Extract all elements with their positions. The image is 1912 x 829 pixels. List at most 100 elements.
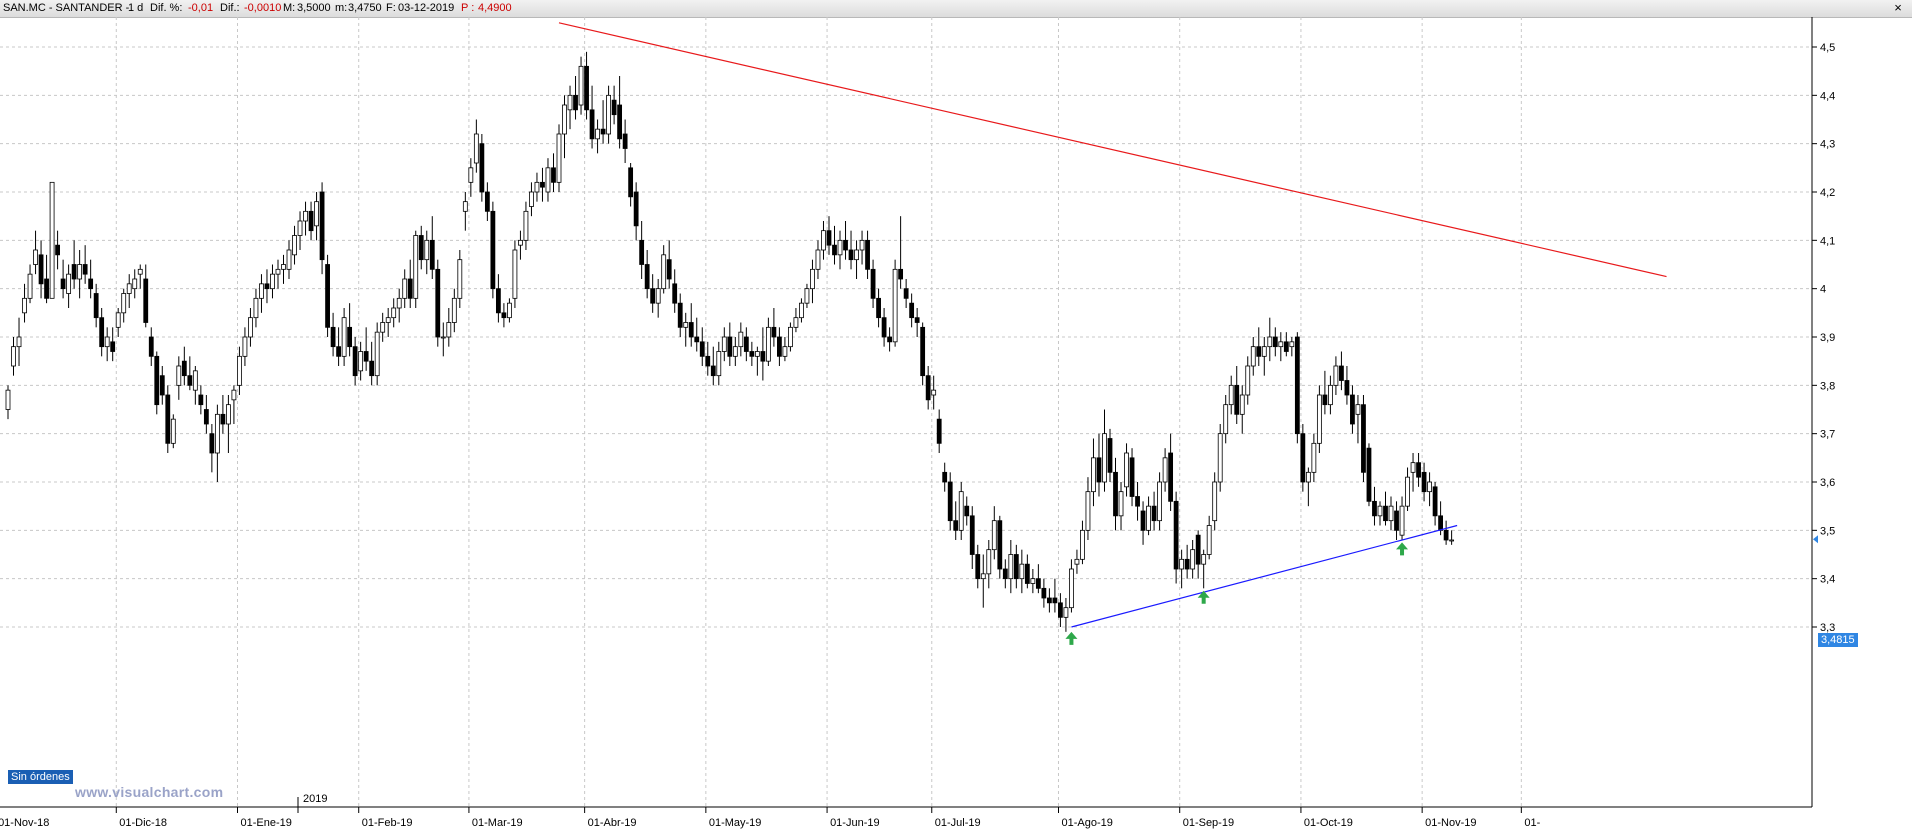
candle-body: [545, 167, 551, 193]
dif-pct-value: -0,01: [188, 2, 214, 14]
candle-body: [1162, 457, 1168, 483]
candle-body: [732, 346, 738, 357]
candle-body: [88, 278, 94, 290]
candle-body: [639, 239, 645, 265]
candle-body: [181, 360, 187, 377]
candle-body: [1333, 365, 1339, 386]
candle-body: [1107, 438, 1113, 473]
candle-body: [1096, 457, 1102, 483]
candle-body: [143, 278, 149, 323]
candle-body: [319, 191, 325, 261]
candle-body: [903, 288, 909, 299]
candle-body: [898, 268, 904, 280]
candle-body: [826, 230, 832, 246]
candle-body: [832, 244, 837, 256]
candle-body: [1140, 510, 1146, 531]
candle-body: [495, 288, 501, 314]
candle-body: [484, 191, 490, 212]
candle-body: [749, 351, 755, 357]
candle-body: [887, 336, 892, 343]
candle-body: [942, 471, 948, 483]
candle-body: [60, 278, 66, 290]
candle-body: [1289, 341, 1295, 348]
resistance-trendline: [558, 22, 1667, 278]
candle-body: [771, 326, 777, 338]
close-icon[interactable]: ×: [1894, 0, 1902, 15]
candle-body: [1449, 539, 1455, 542]
candle-body: [330, 326, 336, 348]
candle-body: [1394, 510, 1399, 531]
candle-body: [1372, 500, 1377, 517]
candle-body: [1046, 597, 1052, 604]
candle-body: [1377, 505, 1383, 517]
candle-body: [672, 283, 678, 304]
y-tick-label: 4: [1820, 284, 1826, 296]
candle-body: [1328, 384, 1333, 406]
candle-body: [986, 549, 992, 575]
candle-body: [275, 268, 281, 275]
x-tick-label: 01-Feb-19: [362, 817, 413, 829]
candle-body: [1250, 346, 1256, 367]
candle-body: [33, 249, 38, 265]
y-tick-label: 3,3: [1820, 622, 1835, 634]
candle-body: [1239, 394, 1245, 415]
candle-body: [38, 254, 44, 285]
candle-body: [1030, 578, 1036, 584]
candle-body: [551, 167, 556, 183]
candle-body: [628, 167, 634, 198]
candle-body: [385, 317, 391, 323]
candle-body: [237, 355, 242, 386]
candle-body: [159, 375, 165, 396]
candle-body: [975, 554, 981, 580]
candle-body: [1261, 346, 1267, 357]
candle-body: [925, 375, 931, 401]
candle-body: [694, 336, 700, 343]
symbol-name: SAN.MC - SANTANDER -: [3, 2, 130, 14]
candle-body: [5, 389, 11, 410]
candle-body: [473, 133, 479, 164]
candle-body: [573, 94, 578, 111]
candle-body: [490, 210, 496, 290]
candle-body: [49, 181, 55, 299]
candles: [5, 51, 1455, 632]
orders-badge[interactable]: Sin órdenes: [8, 770, 73, 784]
candle-body: [231, 389, 237, 401]
candle-body: [148, 336, 154, 357]
candle-body: [661, 254, 667, 290]
candle-body: [1113, 471, 1118, 517]
x-tick-label: 01-Dic-18: [119, 817, 167, 829]
candle-body: [396, 297, 402, 309]
candle-body: [870, 268, 876, 299]
candle-body: [1201, 554, 1207, 565]
candle-body: [1278, 341, 1284, 348]
min-value: 3,4750: [348, 2, 382, 14]
candle-body: [1421, 471, 1427, 493]
y-tick-label: 3,4: [1820, 574, 1835, 586]
candle-body: [936, 418, 942, 444]
last-price-tag: 3,4815: [1818, 633, 1858, 647]
candle-body: [1151, 505, 1157, 522]
candle-body: [341, 317, 347, 357]
candle-body: [1344, 380, 1350, 396]
candle-body: [297, 220, 303, 236]
candle-body: [716, 351, 722, 377]
candle-body: [253, 297, 259, 319]
candle-body: [540, 181, 545, 188]
candle-body: [347, 326, 353, 348]
candlestick-chart[interactable]: 3,3 3,4 3,5 3,6 3,7 3,8 3,9 4 4,1 4,2 4,3 4,4 4,5 01-…: [0, 17, 1912, 829]
candle-body: [980, 573, 986, 580]
candle-body: [991, 520, 997, 551]
price-label: P :: [461, 2, 475, 14]
candle-body: [1410, 462, 1416, 473]
candle-body: [1063, 607, 1069, 618]
y-tick-label: 4,3: [1820, 139, 1835, 151]
candle-body: [1085, 491, 1091, 531]
candle-body: [1102, 433, 1107, 483]
x-tick-label: 01-: [1524, 817, 1540, 829]
candle-body: [777, 336, 782, 357]
candle-body: [264, 283, 270, 290]
candle-body: [534, 181, 540, 193]
y-tick-label: 3,9: [1820, 332, 1835, 344]
candle-body: [1035, 578, 1041, 589]
date-label: F:: [386, 2, 396, 14]
